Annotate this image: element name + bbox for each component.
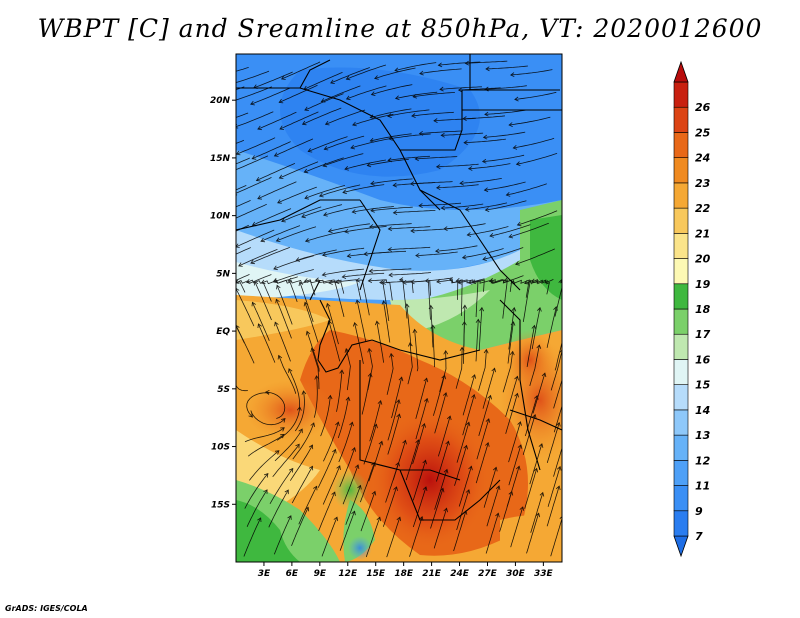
grads-credit: GrADS: IGES/COLA [5, 604, 88, 613]
colorbar-label: 19 [695, 278, 711, 291]
lon-tick-label: 18E [394, 569, 414, 579]
colorbar-swatch [673, 106, 689, 133]
wbpt-field [236, 54, 562, 562]
lon-tick-label: 3E [258, 569, 271, 579]
colorbar-swatch [673, 182, 689, 209]
colorbar-swatch [673, 81, 689, 108]
colorbar-swatch [673, 258, 689, 285]
longitude-axis: 3E 6E 9E 12E 15E 18E 21E 24E 27E 30E 33E [258, 562, 554, 579]
lon-tick-label: 6E [286, 569, 299, 579]
colorbar-swatch [673, 308, 689, 335]
colorbar-label: 26 [695, 101, 711, 114]
lat-tick-label: 5N [216, 269, 230, 279]
colorbar-label: 23 [695, 177, 711, 190]
lon-tick-label: 24E [450, 569, 470, 579]
colorbar-label: 18 [695, 303, 711, 316]
colorbar-label: 12 [695, 454, 711, 467]
colorbar-swatch [673, 157, 689, 184]
lat-tick-label: 5S [217, 385, 230, 395]
colorbar-label: 21 [695, 227, 710, 240]
latitude-axis: 20N 15N 10N 5N EQ 5S 10S 15S [210, 96, 236, 510]
lon-tick-label: 15E [366, 569, 386, 579]
colorbar-swatch [673, 283, 689, 310]
colorbar: 7 9 11 12 13 14 15 16 17 18 19 20 21 22 23 24 25 26 [673, 60, 711, 558]
colorbar-min-triangle [673, 535, 689, 558]
colorbar-swatch [673, 510, 689, 537]
lon-tick-label: 21E [422, 569, 442, 579]
lat-tick-label: 10S [211, 443, 230, 453]
colorbar-label: 25 [695, 126, 711, 139]
lon-tick-label: 27E [478, 569, 498, 579]
lat-tick-label: EQ [216, 327, 230, 337]
colorbar-label: 16 [695, 353, 711, 366]
streamlines [236, 60, 562, 558]
colorbar-swatch [673, 333, 689, 360]
colorbar-swatch [673, 384, 689, 411]
colorbar-label: 11 [695, 480, 710, 493]
colorbar-label: 15 [695, 379, 711, 392]
lon-tick-label: 9E [314, 569, 327, 579]
colorbar-swatch [673, 409, 689, 436]
colorbar-swatch [673, 485, 689, 512]
colorbar-max-triangle [673, 60, 689, 83]
lat-tick-label: 15N [210, 154, 231, 164]
colorbar-label: 20 [695, 253, 711, 266]
lat-tick-label: 10N [210, 212, 231, 222]
lon-tick-label: 12E [338, 569, 358, 579]
colorbar-label: 22 [695, 202, 711, 215]
colorbar-swatch [673, 233, 689, 259]
colorbar-label: 17 [695, 328, 711, 341]
lon-tick-label: 33E [534, 569, 554, 579]
map-frame [235, 53, 563, 563]
colorbar-swatch [673, 434, 689, 461]
lon-tick-label: 30E [506, 569, 526, 579]
country-borders [236, 54, 562, 521]
map-title: WBPT [C] and Sreamline at 850hPa, VT: 20… [37, 14, 763, 43]
lat-tick-label: 20N [210, 96, 231, 106]
colorbar-label: 24 [695, 152, 710, 165]
colorbar-swatch [673, 207, 689, 234]
colorbar-label: 13 [695, 429, 711, 442]
colorbar-label: 9 [695, 505, 703, 518]
colorbar-swatch [673, 359, 689, 385]
lat-tick-label: 15S [211, 500, 230, 510]
colorbar-swatch [673, 460, 689, 486]
colorbar-label: 7 [695, 530, 703, 543]
colorbar-swatch [673, 132, 689, 158]
colorbar-label: 14 [695, 404, 710, 417]
